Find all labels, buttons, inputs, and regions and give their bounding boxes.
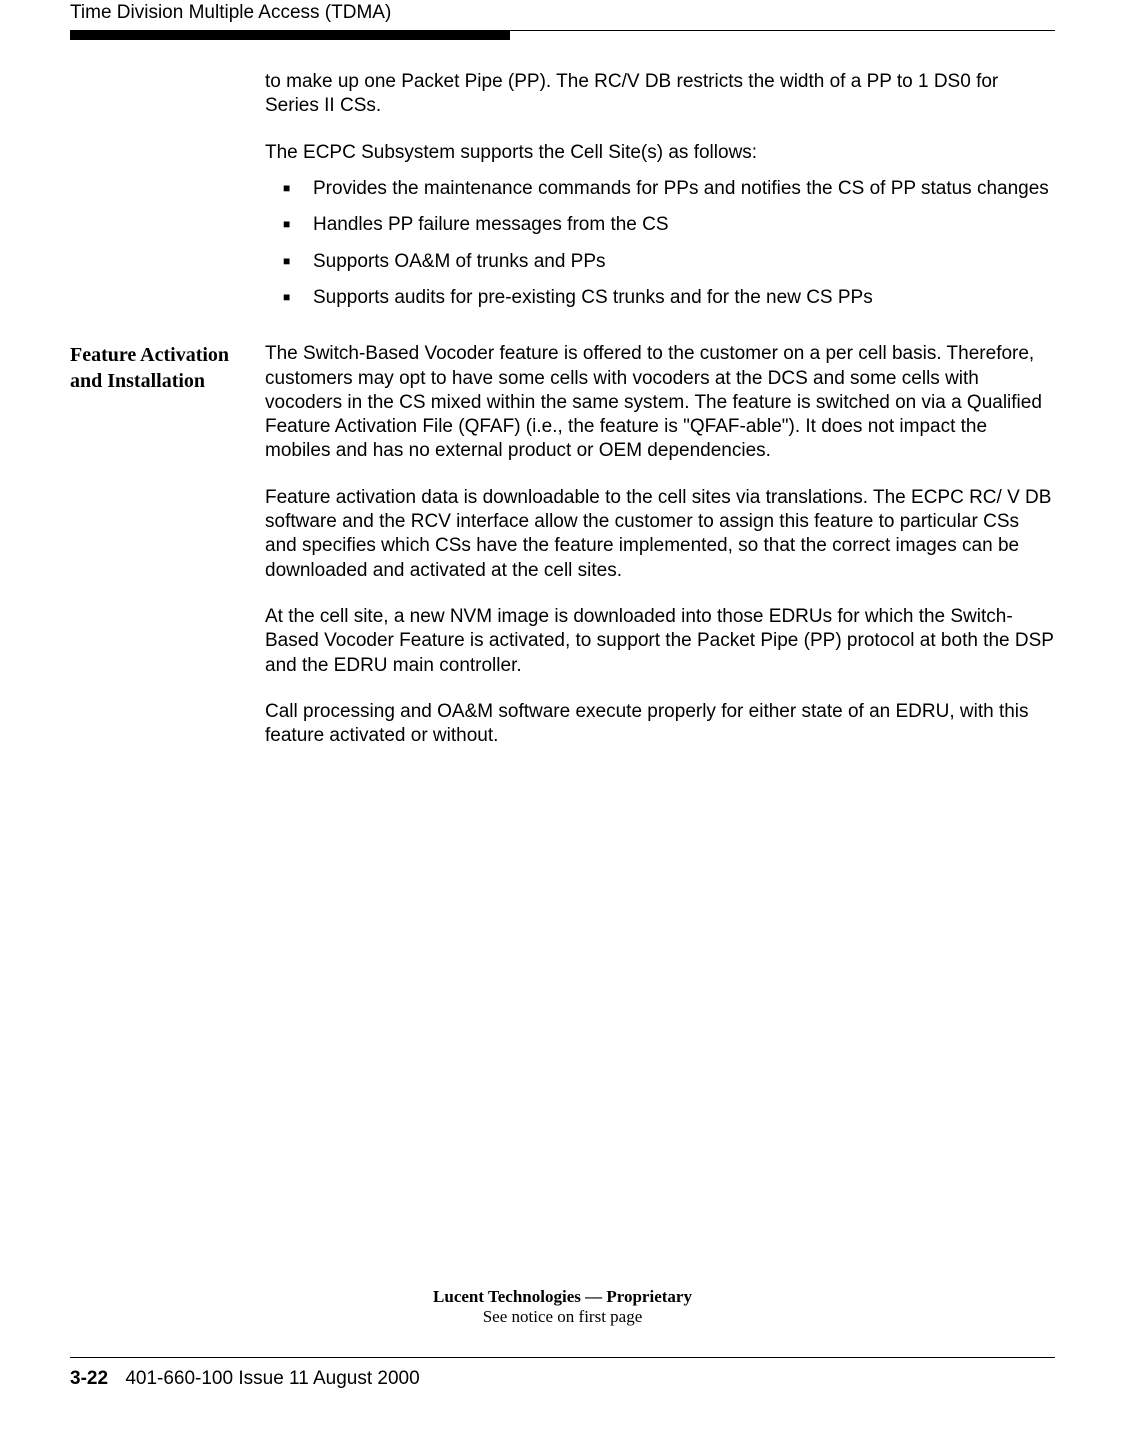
bullet-item: Supports OA&M of trunks and PPs bbox=[265, 250, 1055, 274]
header-black-bar bbox=[70, 31, 510, 40]
footer-bottom: 3-22 401-660-100 Issue 11 August 2000 bbox=[70, 1368, 1055, 1390]
section-body-column: The Switch-Based Vocoder feature is offe… bbox=[265, 342, 1055, 770]
content-area: to make up one Packet Pipe (PP). The RC/… bbox=[70, 70, 1055, 332]
section-row: Feature Activation and Installation The … bbox=[70, 342, 1055, 770]
footer-proprietary: Lucent Technologies — Proprietary bbox=[70, 1287, 1055, 1307]
page-number: 3-22 bbox=[70, 1368, 108, 1389]
bullet-item: Provides the maintenance commands for PP… bbox=[265, 177, 1055, 201]
section-para-4: Call processing and OA&M software execut… bbox=[265, 700, 1055, 749]
footer-rule bbox=[70, 1357, 1055, 1358]
body-column: to make up one Packet Pipe (PP). The RC/… bbox=[265, 70, 1055, 332]
section-heading: Feature Activation and Installation bbox=[70, 342, 265, 394]
doc-info: 401-660-100 Issue 11 August 2000 bbox=[125, 1368, 419, 1389]
intro-para-2: The ECPC Subsystem supports the Cell Sit… bbox=[265, 141, 1055, 165]
section-para-3: At the cell site, a new NVM image is dow… bbox=[265, 605, 1055, 678]
page-container: Time Division Multiple Access (TDMA) to … bbox=[0, 0, 1125, 1430]
section-heading-column: Feature Activation and Installation bbox=[70, 342, 265, 770]
section-para-2: Feature activation data is downloadable … bbox=[265, 486, 1055, 583]
running-header: Time Division Multiple Access (TDMA) bbox=[70, 0, 1055, 30]
page-footer: Lucent Technologies — Proprietary See no… bbox=[70, 1287, 1055, 1390]
footer-notice: See notice on first page bbox=[70, 1307, 1055, 1327]
section-para-1: The Switch-Based Vocoder feature is offe… bbox=[265, 342, 1055, 464]
bullet-list: Provides the maintenance commands for PP… bbox=[265, 177, 1055, 310]
footer-center: Lucent Technologies — Proprietary See no… bbox=[70, 1287, 1055, 1327]
bullet-item: Supports audits for pre-existing CS trun… bbox=[265, 286, 1055, 310]
margin-column bbox=[70, 70, 265, 332]
intro-para-1: to make up one Packet Pipe (PP). The RC/… bbox=[265, 70, 1055, 119]
bullet-item: Handles PP failure messages from the CS bbox=[265, 213, 1055, 237]
